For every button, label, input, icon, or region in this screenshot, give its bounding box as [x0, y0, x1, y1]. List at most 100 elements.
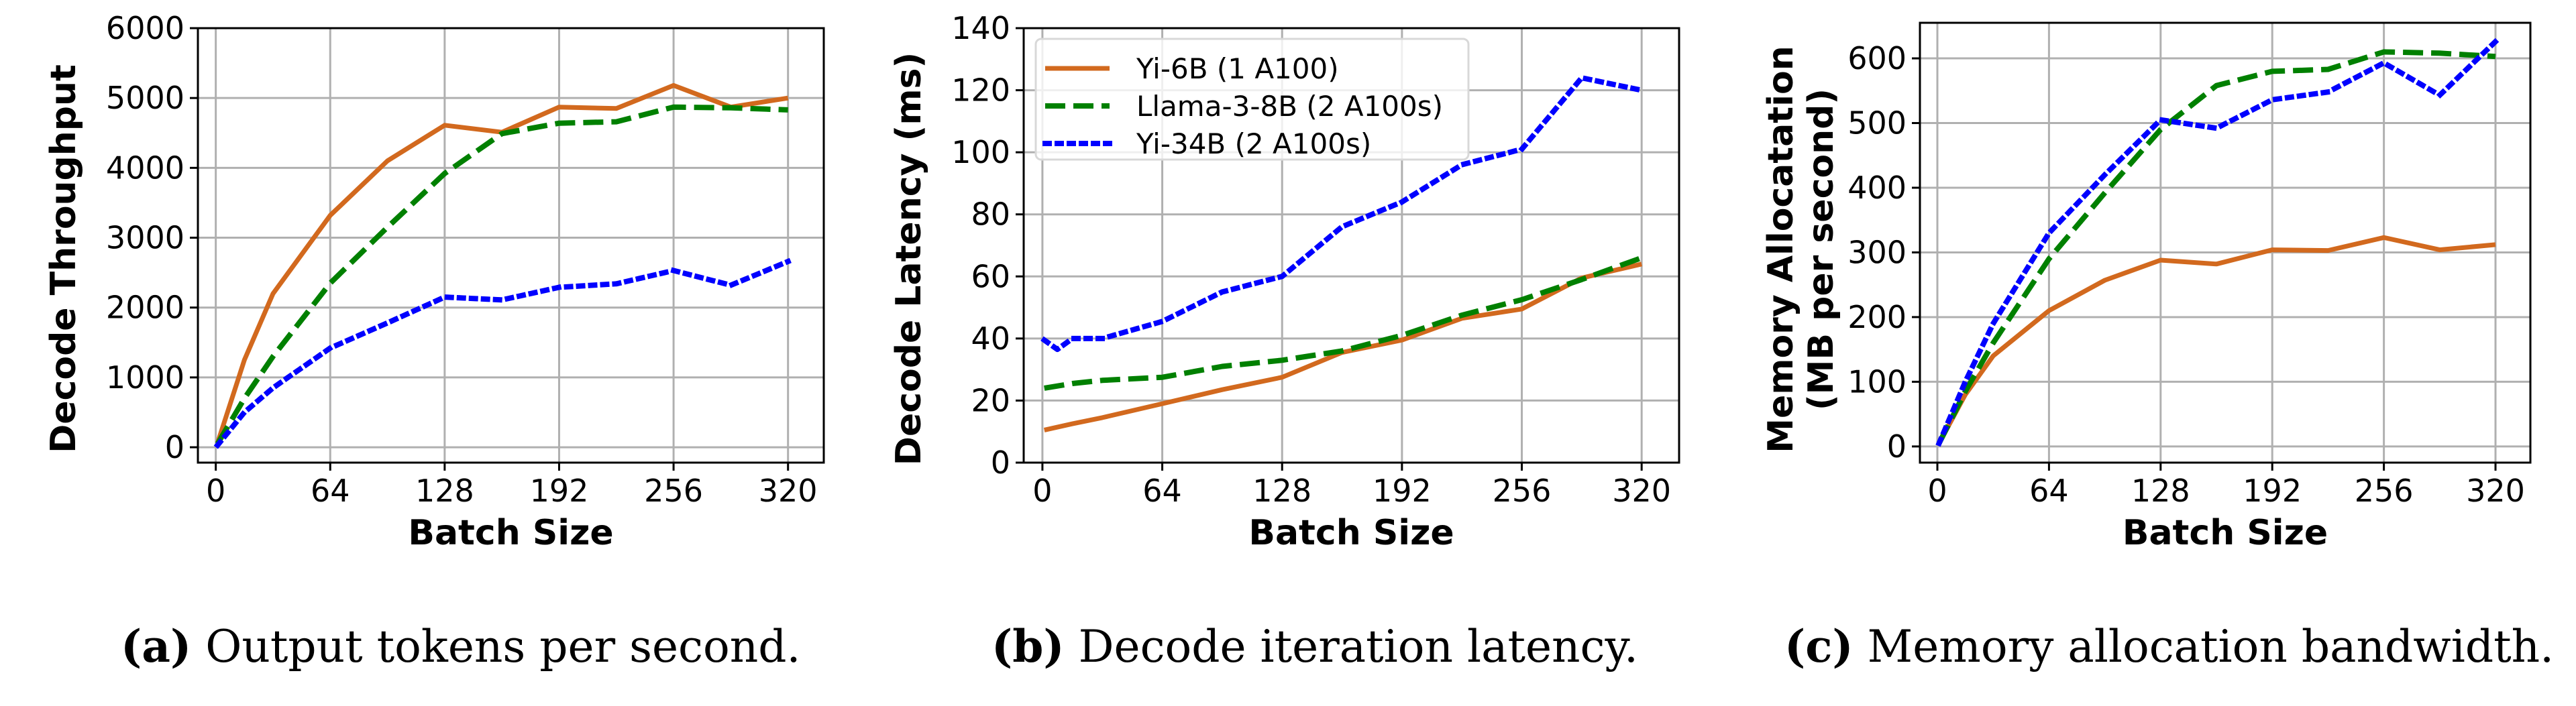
caption-c: (c) Memory allocation bandwidth. — [1784, 620, 2554, 672]
y-tick-label: 500 — [1847, 105, 1907, 141]
data-point — [2493, 39, 2498, 44]
series-line-llama-3-8b-2-a100s — [1044, 255, 1643, 391]
data-point — [1279, 375, 1285, 380]
data-point — [327, 345, 333, 351]
y-tick-label: 300 — [1847, 234, 1907, 270]
data-point — [1519, 297, 1525, 302]
x-axis-label: Batch Size — [2123, 513, 2328, 553]
data-point — [2214, 83, 2219, 89]
series-line-llama-3-8b-2-a100s — [215, 104, 788, 445]
data-point — [1340, 348, 1345, 353]
y-tick-label: 6000 — [106, 10, 184, 46]
data-point — [2437, 50, 2443, 56]
data-point — [270, 386, 276, 391]
data-point — [614, 281, 619, 286]
x-tick-label: 320 — [2466, 473, 2525, 509]
y-tick-label: 120 — [951, 72, 1010, 109]
legend-label: Llama-3-8B (2 A100s) — [1136, 90, 1443, 123]
y-tick-label: 40 — [971, 320, 1010, 357]
panel-a-throughput: 0 64 128 192 256 320 0 1000 2000 3000 4000 5000 6000… — [44, 10, 825, 553]
data-point — [2325, 66, 2330, 72]
data-point — [728, 105, 733, 111]
data-point — [1639, 88, 1644, 93]
data-point — [1070, 421, 1075, 426]
y-tick-label: 1000 — [106, 359, 184, 396]
y-tick-label: 60 — [971, 258, 1010, 294]
x-tick-label: 0 — [206, 473, 225, 509]
data-point — [2102, 190, 2108, 196]
data-point — [2437, 93, 2443, 98]
y-axis-label-line: Memory Allocatation — [1761, 46, 1801, 453]
data-point — [2158, 257, 2163, 263]
y-tick-label: 600 — [1847, 40, 1907, 76]
data-point — [385, 225, 390, 230]
data-point — [671, 268, 676, 274]
data-point — [241, 357, 247, 363]
y-tick-label: 2000 — [106, 290, 184, 326]
x-tick-label: 128 — [1252, 473, 1311, 509]
data-point — [2046, 308, 2051, 313]
data-point — [215, 443, 220, 448]
data-point — [1160, 318, 1165, 324]
data-point — [728, 282, 733, 288]
y-tick-label: 0 — [1887, 428, 1907, 465]
data-point — [2325, 89, 2330, 95]
y-tick-label: 80 — [971, 196, 1010, 233]
caption-a-text: Output tokens per second. — [205, 621, 801, 672]
data-point — [442, 123, 447, 128]
data-point — [671, 105, 676, 110]
caption-c-tag: (c) — [1784, 620, 1854, 672]
data-point — [1579, 75, 1585, 80]
x-tick-label: 256 — [644, 473, 703, 509]
y-tick-label: 0 — [165, 429, 184, 465]
data-point — [1990, 321, 1996, 327]
data-point — [1639, 261, 1644, 267]
x-tick-label: 192 — [2243, 473, 2302, 509]
data-point — [2102, 278, 2108, 283]
data-point — [1963, 379, 1968, 384]
y-tick-label: 0 — [991, 445, 1010, 481]
data-point — [2214, 125, 2219, 131]
data-point — [2102, 172, 2108, 178]
data-point — [1399, 199, 1405, 204]
data-point — [1990, 341, 1996, 346]
data-point — [2269, 97, 2275, 103]
data-point — [786, 259, 791, 264]
data-point — [1042, 386, 1047, 391]
x-tick-label: 320 — [1612, 473, 1671, 509]
data-point — [385, 320, 390, 326]
data-point — [1220, 387, 1225, 392]
data-point — [1279, 357, 1285, 363]
data-point — [1070, 381, 1075, 386]
x-tick-label: 64 — [311, 473, 350, 509]
y-tick-label: 200 — [1847, 299, 1907, 335]
data-point — [2269, 247, 2275, 253]
x-tick-label: 128 — [415, 473, 474, 509]
x-tick-label: 320 — [759, 473, 818, 509]
panel-b-latency: 0 64 128 192 256 320 0 20 40 60 80 100 120 140 Batch S… — [889, 10, 1680, 553]
data-point — [1099, 377, 1105, 383]
series-line-yi-6b-1-a100 — [1043, 261, 1642, 432]
caption-b-text: Decode iteration latency. — [1078, 621, 1639, 672]
y-tick-label: 4000 — [106, 150, 184, 186]
data-point — [1070, 336, 1075, 341]
data-point — [1399, 337, 1405, 343]
axes-frame — [197, 27, 825, 464]
data-point — [2269, 68, 2275, 74]
data-point — [2214, 261, 2219, 267]
data-point — [499, 297, 504, 302]
data-point — [2381, 235, 2387, 240]
data-point — [1160, 401, 1165, 406]
data-point — [614, 119, 619, 125]
legend-label: Yi-6B (1 A100) — [1136, 52, 1339, 85]
legend-box — [1034, 38, 1470, 161]
data-point — [1279, 274, 1285, 279]
data-point — [1042, 427, 1047, 432]
y-axis-label: Decode Latency (ms) — [889, 52, 929, 465]
y-tick-label: 140 — [951, 10, 1010, 46]
data-point — [1055, 347, 1060, 352]
y-tick-label: 100 — [1847, 363, 1907, 400]
x-tick-label: 0 — [1032, 473, 1052, 509]
x-tick-label: 64 — [2029, 473, 2069, 509]
